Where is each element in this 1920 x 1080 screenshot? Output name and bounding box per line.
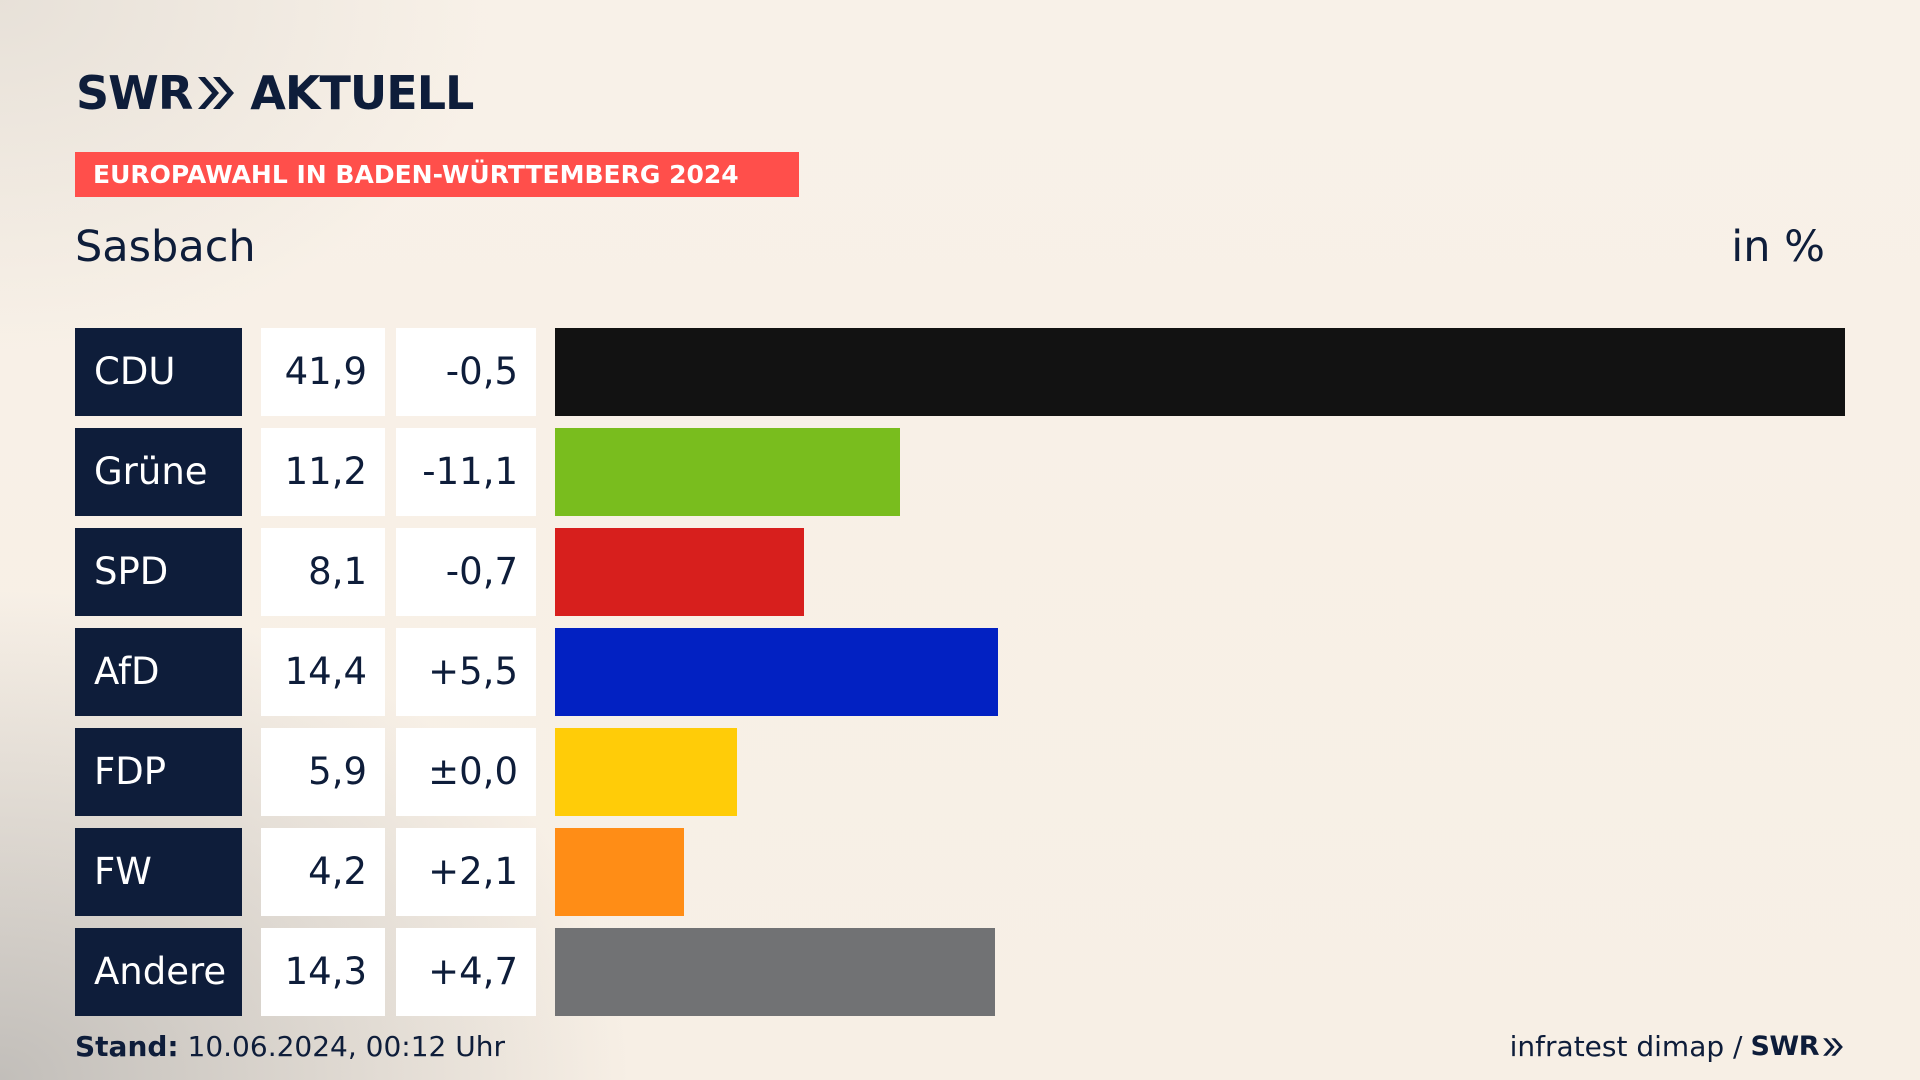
vote-change-value: +2,1	[396, 828, 536, 916]
region-title: Sasbach	[75, 222, 256, 272]
party-label: SPD	[75, 528, 242, 616]
logo-swr-text: SWR	[76, 66, 193, 120]
result-bar	[555, 628, 998, 716]
result-row: Andere 14,3 +4,7	[75, 928, 1845, 1016]
source-text: infratest dimap /	[1509, 1030, 1743, 1063]
election-kicker: EUROPAWAHL IN BADEN-WÜRTTEMBERG 2024	[75, 152, 799, 197]
party-label: Andere	[75, 928, 242, 1016]
result-bar	[555, 828, 684, 916]
swr-mini-logo: SWR	[1750, 1031, 1844, 1062]
unit-label: in %	[1731, 222, 1825, 272]
vote-share-value: 14,3	[261, 928, 385, 1016]
swr-aktuell-logo: SWR AKTUELL	[76, 66, 474, 120]
party-label: FW	[75, 828, 242, 916]
result-bar	[555, 428, 900, 516]
vote-change-value: ±0,0	[396, 728, 536, 816]
party-label: CDU	[75, 328, 242, 416]
vote-share-value: 4,2	[261, 828, 385, 916]
vote-change-value: +4,7	[396, 928, 536, 1016]
party-label: AfD	[75, 628, 242, 716]
source-credit: infratest dimap / SWR	[1510, 1030, 1844, 1063]
result-row: AfD 14,4 +5,5	[75, 628, 1845, 716]
swr-mini-logo-text: SWR	[1750, 1031, 1819, 1062]
stand-label: Stand:	[75, 1030, 179, 1063]
result-row: Grüne 11,2 -11,1	[75, 428, 1845, 516]
result-bar	[555, 528, 804, 616]
vote-change-value: -11,1	[396, 428, 536, 516]
party-label: Grüne	[75, 428, 242, 516]
stand-value: 10.06.2024, 00:12 Uhr	[187, 1030, 505, 1063]
logo-aktuell-text: AKTUELL	[250, 66, 474, 120]
result-row: SPD 8,1 -0,7	[75, 528, 1845, 616]
vote-change-value: +5,5	[396, 628, 536, 716]
result-row: FDP 5,9 ±0,0	[75, 728, 1845, 816]
party-label: FDP	[75, 728, 242, 816]
vote-share-value: 5,9	[261, 728, 385, 816]
timestamp: Stand: 10.06.2024, 00:12 Uhr	[75, 1030, 505, 1063]
result-row: CDU 41,9 -0,5	[75, 328, 1845, 416]
result-row: FW 4,2 +2,1	[75, 828, 1845, 916]
double-chevron-icon	[1823, 1037, 1843, 1056]
vote-share-value: 8,1	[261, 528, 385, 616]
vote-share-value: 11,2	[261, 428, 385, 516]
vote-change-value: -0,5	[396, 328, 536, 416]
result-bar	[555, 928, 995, 1016]
result-bar	[555, 728, 737, 816]
vote-change-value: -0,7	[396, 528, 536, 616]
vote-share-value: 14,4	[261, 628, 385, 716]
double-chevron-icon	[198, 77, 235, 109]
result-bar	[555, 328, 1845, 416]
vote-share-value: 41,9	[261, 328, 385, 416]
